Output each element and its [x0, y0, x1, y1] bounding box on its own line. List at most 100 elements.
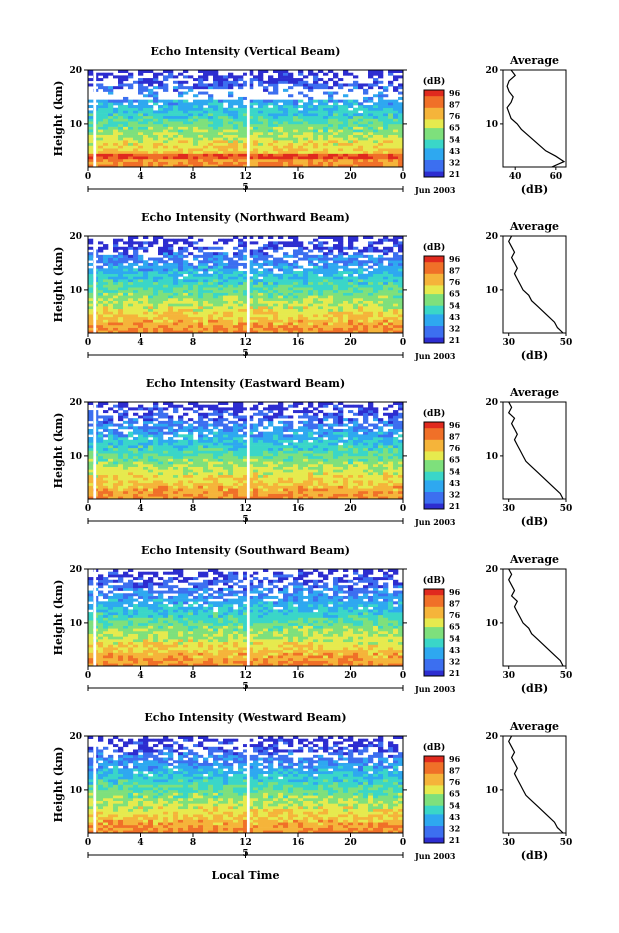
heatmap-cell [198, 472, 203, 475]
heatmap-cell [188, 459, 193, 462]
heatmap-cell [228, 132, 233, 135]
heatmap-cell [318, 456, 323, 459]
heatmap-cell [258, 311, 263, 314]
heatmap-cell [118, 328, 123, 331]
heatmap-cell [88, 298, 93, 301]
heatmap-cell [298, 143, 303, 146]
heatmap-cell [318, 121, 323, 124]
heatmap-cell [283, 244, 288, 247]
heatmap-cell [193, 293, 198, 296]
heatmap-cell [318, 276, 323, 279]
heatmap-cell [133, 320, 138, 323]
heatmap-cell [153, 469, 158, 472]
heatmap-cell [308, 303, 313, 306]
heatmap-cell [178, 483, 183, 486]
heatmap-cell [178, 314, 183, 317]
heatmap-cell [328, 469, 333, 472]
heatmap-cell [323, 271, 328, 274]
heatmap-cell [148, 89, 153, 92]
heatmap-cell [103, 260, 108, 263]
heatmap-cell [333, 271, 338, 274]
heatmap-cell [358, 108, 363, 111]
heatmap-cell [98, 137, 103, 140]
heatmap-cell [383, 132, 388, 135]
heatmap-cell [188, 306, 193, 309]
heatmap-cell [298, 241, 303, 244]
heatmap-cell [133, 298, 138, 301]
heatmap-cell [378, 156, 383, 159]
heatmap-cell [218, 472, 223, 475]
heatmap-cell [223, 483, 228, 486]
heatmap-cell [188, 132, 193, 135]
heatmap-cell [303, 247, 308, 250]
heatmap-cell [343, 119, 348, 122]
heatmap-cell [318, 480, 323, 483]
heatmap-cell [318, 143, 323, 146]
heatmap-cell [298, 301, 303, 304]
heatmap-cell [163, 75, 168, 78]
heatmap-cell [333, 314, 338, 317]
heatmap-cell [118, 252, 123, 255]
heatmap-cell [113, 135, 118, 138]
heatmap-cell [143, 306, 148, 309]
heatmap-cell [163, 162, 168, 165]
heatmap-cell [323, 241, 328, 244]
heatmap-cell [123, 241, 128, 244]
heatmap-cell [108, 127, 113, 130]
heatmap-cell [153, 258, 158, 261]
heatmap-cell [153, 78, 158, 81]
heatmap-cell [388, 154, 393, 157]
heatmap-cell [348, 135, 353, 138]
heatmap-cell [273, 260, 278, 263]
heatmap-cell [253, 472, 258, 475]
heatmap-cell [143, 483, 148, 486]
heatmap-cell [123, 290, 128, 293]
heatmap-cell [218, 328, 223, 331]
heatmap-cell [118, 105, 123, 108]
heatmap-cell [328, 143, 333, 146]
heatmap-cell [163, 494, 168, 497]
heatmap-cell [193, 162, 198, 165]
heatmap-cell [318, 268, 323, 271]
heatmap-cell [368, 148, 373, 151]
heatmap-cell [388, 140, 393, 143]
heatmap-cell [318, 491, 323, 494]
heatmap-cell [318, 129, 323, 132]
heatmap-cell [148, 309, 153, 312]
heatmap-cell [173, 137, 178, 140]
heatmap-cell [228, 480, 233, 483]
heatmap-cell [283, 282, 288, 285]
heatmap-cell [198, 464, 203, 467]
heatmap-cell [113, 293, 118, 296]
heatmap-cell [368, 137, 373, 140]
heatmap-cell [338, 249, 343, 252]
heatmap-cell [143, 162, 148, 165]
heatmap-cell [213, 285, 218, 288]
heatmap-cell [193, 290, 198, 293]
heatmap-cell [383, 116, 388, 119]
heatmap-cell [353, 252, 358, 255]
heatmap-cell [153, 100, 158, 103]
heatmap-cell [383, 89, 388, 92]
heatmap-cell [343, 252, 348, 255]
heatmap-cell [283, 494, 288, 497]
heatmap-cell [158, 113, 163, 116]
heatmap-cell [303, 94, 308, 97]
heatmap-cell [213, 124, 218, 127]
heatmap-cell [368, 317, 373, 320]
heatmap-cell [278, 247, 283, 250]
heatmap-cell [353, 328, 358, 331]
heatmap-cell [203, 140, 208, 143]
heatmap-cell [263, 137, 268, 140]
heatmap-cell [123, 309, 128, 312]
heatmap-cell [283, 271, 288, 274]
heatmap-cell [308, 260, 313, 263]
heatmap-cell [268, 140, 273, 143]
heatmap-cell [138, 102, 143, 105]
heatmap-cell [133, 467, 138, 470]
heatmap-cell [388, 110, 393, 113]
heatmap-cell [203, 475, 208, 478]
heatmap-cell [208, 110, 213, 113]
heatmap-cell [293, 132, 298, 135]
